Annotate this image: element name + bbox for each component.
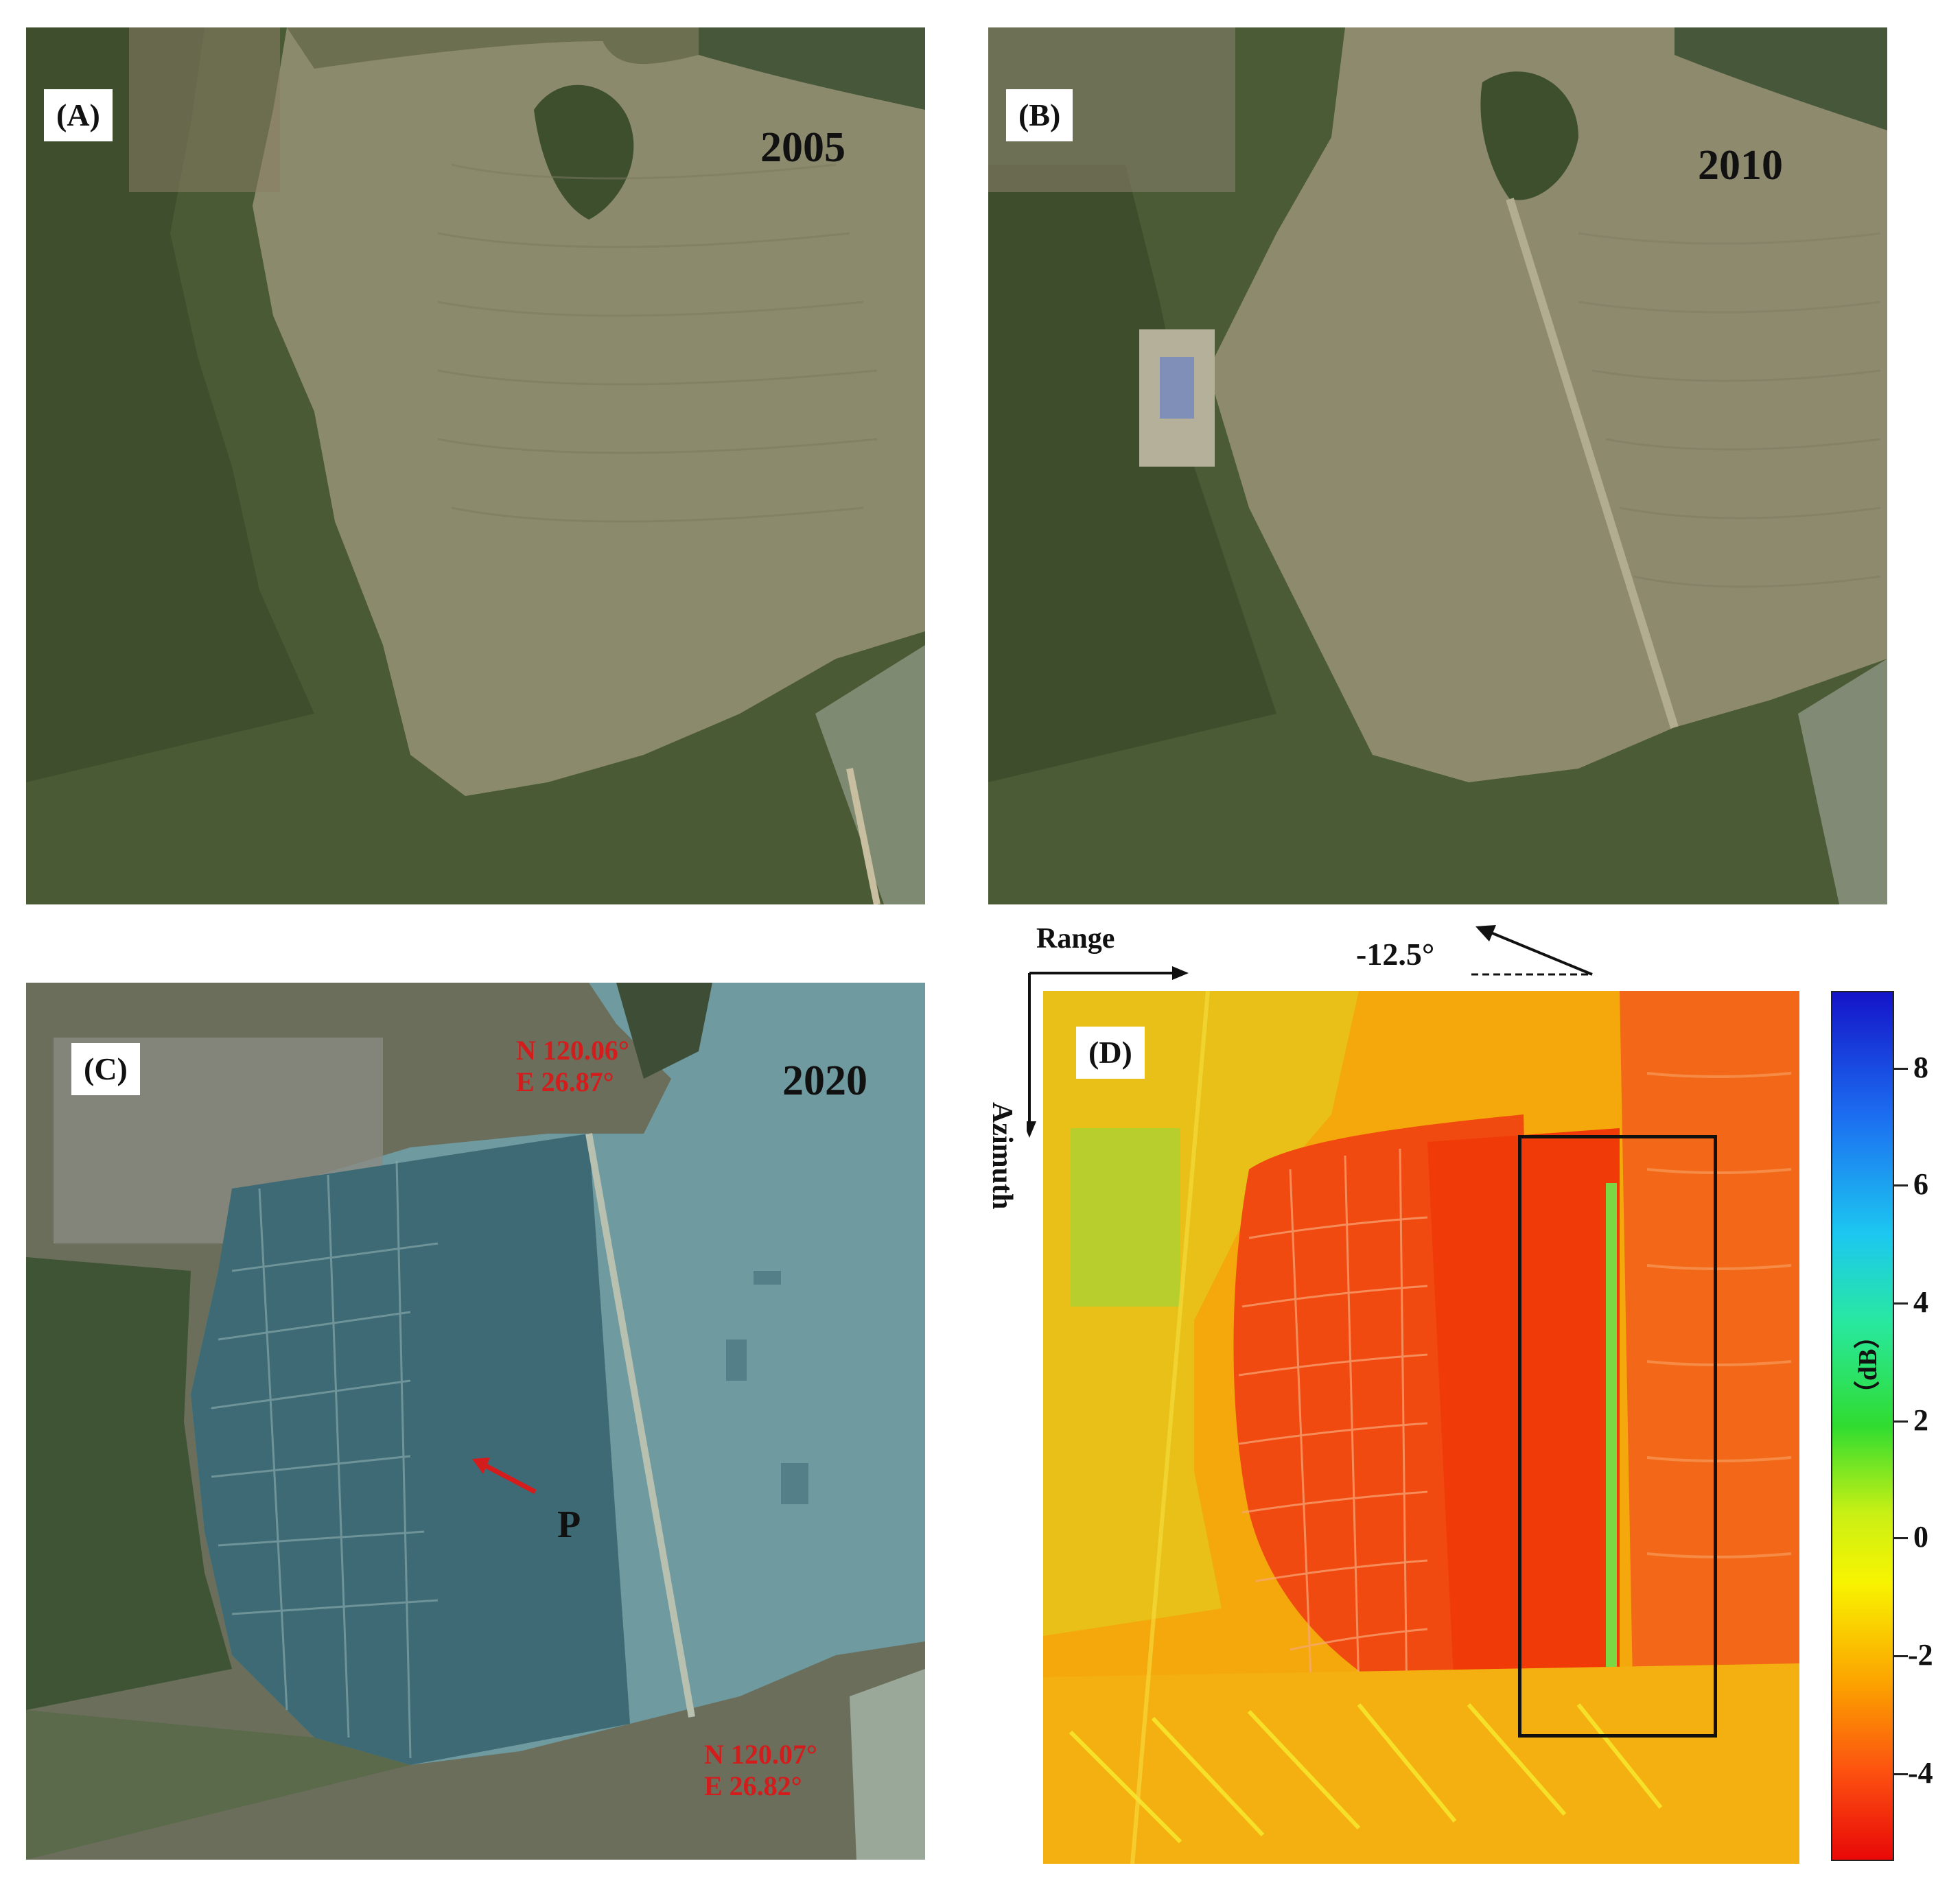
tick-mark: [1894, 1655, 1908, 1657]
tick-mark: [1894, 1537, 1908, 1539]
coordinate-top: N 120.06° E 26.87°: [516, 1035, 629, 1098]
panel-tag-a: (A): [44, 89, 113, 141]
colorbar-unit: （dB）: [1854, 1322, 1882, 1407]
coord-bottom-line2: E 26.82°: [704, 1770, 802, 1801]
coordinate-bottom: N 120.07° E 26.82°: [704, 1739, 817, 1802]
coord-top-line1: N 120.06°: [516, 1035, 629, 1066]
azimuth-label: Azimuth: [986, 1102, 1018, 1210]
range-label: Range: [1036, 923, 1115, 955]
tick-mark: [1894, 1420, 1908, 1423]
colorbar-tick-label: -2: [1908, 1638, 1933, 1672]
colorbar-tick-label: 4: [1913, 1285, 1928, 1319]
colorbar-tick-label: 6: [1913, 1167, 1928, 1201]
year-label-a: 2005: [760, 124, 845, 171]
heading-angle-label: -12.5°: [1356, 937, 1435, 972]
highlight-box: [1518, 1135, 1717, 1738]
arrow-icon: [472, 1458, 537, 1495]
coord-top-line2: E 26.87°: [516, 1066, 614, 1097]
panel-tag-d: (D): [1076, 1027, 1145, 1079]
heading-arrow-icon: [1471, 925, 1593, 976]
colorbar-tick-label: 2: [1913, 1403, 1928, 1437]
axes-arrows-icon: [1027, 966, 1189, 1138]
tick-mark: [1894, 1068, 1908, 1070]
satellite-image-2020: [26, 983, 925, 1860]
satellite-image-2010: [988, 27, 1887, 904]
point-label: P: [557, 1504, 581, 1546]
year-label-b: 2010: [1698, 142, 1783, 189]
tick-mark: [1894, 1184, 1908, 1186]
coord-bottom-line1: N 120.07°: [704, 1739, 817, 1770]
tick-mark: [1894, 1302, 1908, 1305]
colorbar-tick-label: 8: [1913, 1051, 1928, 1084]
year-label-c: 2020: [782, 1057, 867, 1104]
colorbar-tick-label: 0: [1913, 1520, 1928, 1554]
colorbar: [1831, 991, 1894, 1861]
panel-tag-c: (C): [71, 1043, 140, 1095]
satellite-image-2005: [26, 27, 925, 904]
sar-backscatter-map: [1043, 991, 1799, 1864]
panel-tag-b: (B): [1006, 89, 1073, 141]
tick-mark: [1894, 1773, 1908, 1775]
colorbar-tick-label: -4: [1908, 1756, 1933, 1790]
